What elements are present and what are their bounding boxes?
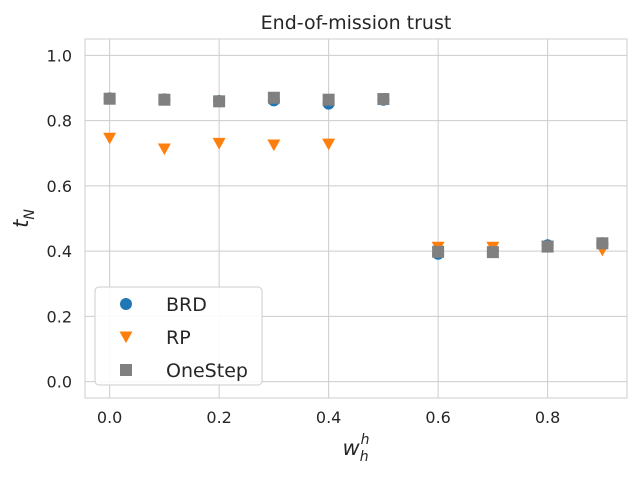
legend-label-rp: RP: [166, 327, 191, 349]
y-axis-label: tN: [9, 209, 38, 228]
y-tick-label: 0.8: [47, 112, 72, 131]
data-point-rp: [103, 132, 117, 145]
x-tick-label: 0.8: [535, 408, 560, 427]
x-tick-label: 0.2: [206, 408, 231, 427]
data-point-onestep: [541, 240, 554, 253]
data-point-rp: [157, 143, 171, 156]
y-tick-label: 0.4: [47, 242, 72, 261]
legend-marker-rp: [119, 331, 133, 344]
legend-item-rp: RP: [119, 327, 191, 349]
x-tick-label: 0.0: [97, 408, 122, 427]
legend-marker-brd: [120, 298, 132, 310]
chart-title: End-of-mission trust: [261, 12, 452, 34]
y-axis-label-subscript: N: [22, 209, 38, 220]
y-tick-label: 0.6: [47, 177, 72, 196]
data-point-onestep: [267, 91, 280, 104]
legend-marker-onestep: [120, 364, 132, 376]
legend-label-onestep: OneStep: [166, 360, 248, 382]
data-point-onestep: [596, 237, 609, 250]
y-tick-label: 1.0: [47, 46, 72, 65]
data-point-rp: [322, 138, 336, 151]
data-point-rp: [267, 139, 281, 152]
data-point-onestep: [322, 93, 335, 106]
x-axis-label: whh: [343, 432, 370, 465]
y-axis-label-base: t: [9, 219, 33, 228]
legend-items: BRD RP OneStep: [119, 294, 248, 382]
legend-label-brd: BRD: [166, 294, 207, 316]
data-point-rp: [212, 137, 226, 150]
data-point-onestep: [377, 93, 390, 106]
series-markers: [103, 91, 609, 260]
y-tick-label: 0.0: [47, 373, 72, 392]
legend-item-brd: BRD: [120, 294, 207, 316]
x-axis-label-base: w: [343, 436, 361, 460]
legend: BRD RP OneStep: [94, 286, 263, 386]
data-point-onestep: [432, 245, 445, 258]
data-point-onestep: [158, 93, 171, 106]
data-point-onestep: [103, 92, 116, 105]
legend-item-onestep: OneStep: [120, 360, 248, 382]
x-axis-label-subscript: h: [360, 449, 369, 465]
legend-box: [94, 286, 263, 386]
x-tick-label: 0.4: [316, 408, 341, 427]
x-axis-label-superscript: h: [361, 432, 370, 448]
data-point-onestep: [486, 246, 499, 259]
tick-labels: 0.0 0.2 0.4 0.6 0.8 0.0 0.2 0.4 0.6 0.8 1.0: [47, 46, 561, 427]
y-tick-label: 0.2: [47, 307, 72, 326]
data-point-onestep: [213, 95, 226, 108]
x-tick-label: 0.6: [425, 408, 450, 427]
series-onestep: [103, 91, 609, 259]
